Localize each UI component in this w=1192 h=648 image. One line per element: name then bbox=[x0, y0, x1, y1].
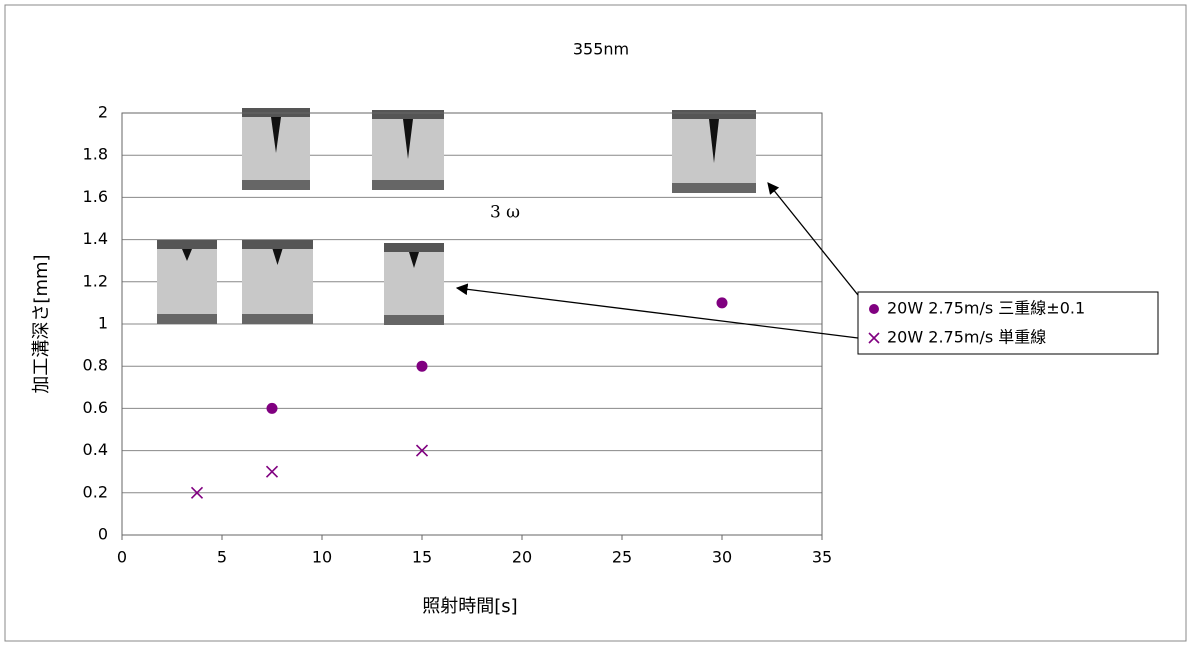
cross-section bbox=[242, 108, 310, 190]
legend-box bbox=[857, 291, 1159, 355]
x-tick-label: 5 bbox=[217, 548, 227, 567]
y-tick-label: 0.8 bbox=[83, 356, 108, 375]
point bbox=[266, 402, 278, 414]
y-tick-label: 0.4 bbox=[83, 440, 108, 459]
y-axis-label: 加工溝深さ[mm] bbox=[31, 254, 52, 393]
photo-bottom bbox=[157, 314, 217, 324]
cross-section bbox=[157, 240, 217, 324]
arrow bbox=[767, 182, 863, 301]
point bbox=[416, 360, 428, 372]
x-tick-label: 20 bbox=[512, 548, 532, 567]
x-tick-label: 25 bbox=[612, 548, 632, 567]
photo-top bbox=[157, 240, 217, 249]
photo-bottom bbox=[672, 183, 756, 193]
photo-notch bbox=[409, 252, 419, 268]
photo-notch bbox=[403, 119, 413, 159]
legend: 20W 2.75m/s 三重線±0.1 20W 2.75m/s 単重線 bbox=[868, 299, 1085, 347]
y-tick-label: 0.6 bbox=[83, 398, 108, 417]
y-tick-label: 2 bbox=[98, 103, 108, 122]
photo-top bbox=[372, 110, 444, 119]
y-tick-label: 0.2 bbox=[83, 482, 108, 501]
photo-notch bbox=[182, 249, 192, 261]
point bbox=[190, 486, 204, 499]
x-axis-label: 照射時間[s] bbox=[422, 596, 517, 617]
arrow bbox=[455, 283, 859, 339]
x-tick-label: 10 bbox=[312, 548, 332, 567]
photo-notch bbox=[272, 249, 283, 265]
point bbox=[716, 297, 728, 309]
point bbox=[265, 465, 279, 478]
chart-title: 355nm bbox=[573, 40, 629, 59]
photo-bottom bbox=[242, 180, 310, 190]
plot-frame bbox=[121, 112, 823, 536]
y-tick-label: 1.2 bbox=[83, 271, 108, 290]
annotation: 3 ω bbox=[490, 203, 520, 223]
y-tick-label: 1 bbox=[98, 314, 108, 333]
cross-section bbox=[384, 243, 444, 325]
x-tick-label: 30 bbox=[712, 548, 732, 567]
photo-bottom bbox=[372, 180, 444, 190]
x-tick-label: 35 bbox=[812, 548, 832, 567]
legend-label: 20W 2.75m/s 単重線 bbox=[887, 328, 1046, 347]
photo-bottom bbox=[242, 314, 313, 324]
photo-notch bbox=[271, 117, 281, 153]
cross-section bbox=[242, 240, 313, 324]
legend-label: 20W 2.75m/s 三重線±0.1 bbox=[887, 299, 1085, 318]
y-tick-label: 1.4 bbox=[83, 229, 108, 248]
photo-top bbox=[384, 243, 444, 252]
photo-notch bbox=[709, 119, 719, 163]
photo-top bbox=[672, 110, 756, 119]
cross-section-images bbox=[157, 108, 756, 325]
legend-marker bbox=[868, 332, 880, 344]
point bbox=[415, 444, 429, 457]
photo-top bbox=[242, 240, 313, 249]
y-tick-label: 0 bbox=[98, 525, 108, 544]
x-tick-label: 0 bbox=[117, 548, 127, 567]
x-tick-label: 15 bbox=[412, 548, 432, 567]
y-tick-label: 1.8 bbox=[83, 145, 108, 164]
legend-marker bbox=[869, 304, 879, 314]
marks bbox=[190, 297, 728, 499]
photo-bottom bbox=[384, 315, 444, 325]
cross-section bbox=[672, 110, 756, 193]
cross-section bbox=[372, 110, 444, 190]
y-tick-label: 1.6 bbox=[83, 187, 108, 206]
